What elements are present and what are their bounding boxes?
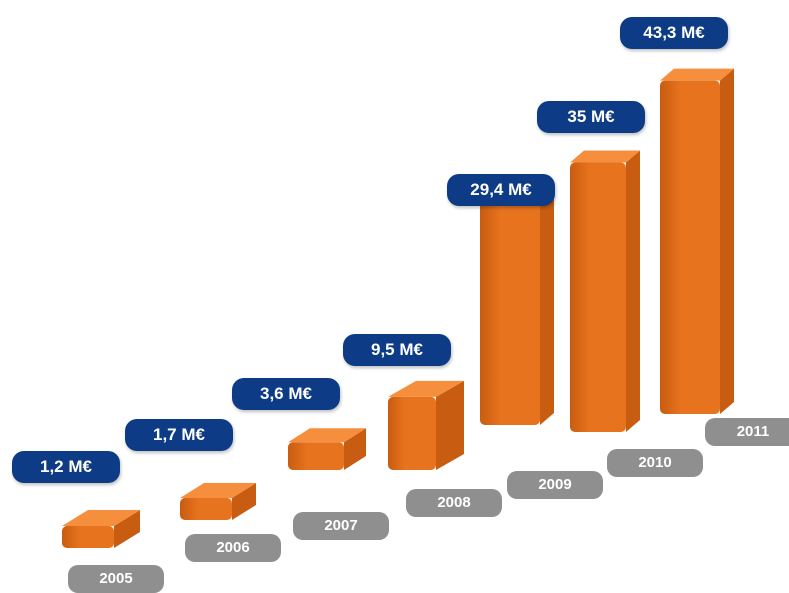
bar-2005 <box>62 510 140 548</box>
category-label: 2005 <box>68 565 164 593</box>
value-label: 3,6 M€ <box>232 378 340 410</box>
category-label: 2010 <box>607 449 703 477</box>
bar-2009 <box>480 186 554 425</box>
value-label: 1,2 M€ <box>12 451 120 483</box>
category-label: 2007 <box>293 512 389 540</box>
bar-side-face <box>540 186 554 425</box>
value-label: 43,3 M€ <box>620 17 728 49</box>
bar-front-face <box>388 396 436 470</box>
bar-2011 <box>660 68 734 414</box>
bar-side-face <box>626 150 640 432</box>
bar-side-face <box>436 380 464 470</box>
bar-top-face <box>570 150 640 163</box>
value-label: 9,5 M€ <box>343 334 451 366</box>
bar-top-face <box>180 483 256 498</box>
bar-front-face <box>62 526 114 548</box>
bar-side-face <box>344 428 366 470</box>
bar-front-face <box>480 198 540 425</box>
bar-2007 <box>288 428 366 470</box>
category-label: 2011 <box>705 418 789 446</box>
bar-side-face <box>232 483 256 520</box>
value-label: 29,4 M€ <box>447 174 555 206</box>
bar-front-face <box>660 80 720 414</box>
category-label: 2009 <box>507 471 603 499</box>
bar-top-face <box>388 380 464 397</box>
bar-2010 <box>570 150 640 432</box>
bar-2006 <box>180 483 256 520</box>
bar-front-face <box>288 442 344 470</box>
bar-top-face <box>288 428 366 443</box>
value-label: 1,7 M€ <box>125 419 233 451</box>
bar-front-face <box>180 498 232 520</box>
bar-top-face <box>62 510 140 526</box>
bar-side-face <box>720 68 734 414</box>
bar-front-face <box>570 162 626 432</box>
category-label: 2008 <box>406 489 502 517</box>
bar-2008 <box>388 380 464 470</box>
bar-side-face <box>114 510 140 548</box>
bar-top-face <box>660 68 734 81</box>
category-label: 2006 <box>185 534 281 562</box>
value-label: 35 M€ <box>537 101 645 133</box>
